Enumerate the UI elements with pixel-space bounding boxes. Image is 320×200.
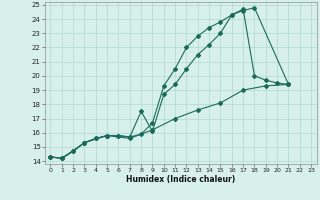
X-axis label: Humidex (Indice chaleur): Humidex (Indice chaleur)	[126, 175, 236, 184]
